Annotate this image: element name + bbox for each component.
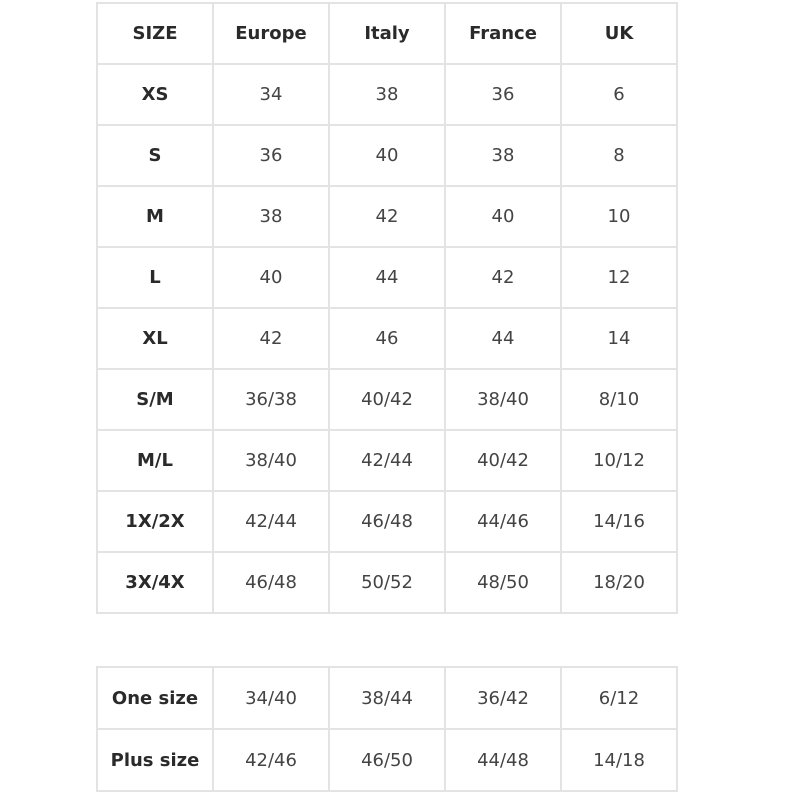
size-value-cell: 44 xyxy=(328,246,446,309)
size-value-cell: 14 xyxy=(560,307,678,370)
size-value-cell: 36 xyxy=(212,124,330,187)
size-value-cell: 38/44 xyxy=(328,666,446,730)
size-value-cell: 46/48 xyxy=(212,551,330,614)
size-value-cell: 38 xyxy=(444,124,562,187)
size-label-cell: L xyxy=(96,246,214,309)
size-value-cell: Italy xyxy=(328,2,446,65)
table-row: XL 42 46 44 14 xyxy=(96,307,678,370)
size-value-cell: 36/42 xyxy=(444,666,562,730)
size-value-cell: 18/20 xyxy=(560,551,678,614)
size-value-cell: France xyxy=(444,2,562,65)
table-row: 1X/2X 42/44 46/48 44/46 14/16 xyxy=(96,490,678,553)
size-label-cell: M/L xyxy=(96,429,214,492)
size-value-cell: UK xyxy=(560,2,678,65)
table-row: S 36 40 38 8 xyxy=(96,124,678,187)
size-label-cell: One size xyxy=(96,666,214,730)
size-value-cell: 10 xyxy=(560,185,678,248)
size-label-cell: Plus size xyxy=(96,728,214,792)
one-plus-size-table: One size 34/40 38/44 36/42 6/12 Plus size 42/4… xyxy=(96,666,678,792)
size-value-cell: 42 xyxy=(212,307,330,370)
table-row: S/M 36/38 40/42 38/40 8/10 xyxy=(96,368,678,431)
size-value-cell: 44/46 xyxy=(444,490,562,553)
size-value-cell: 38/40 xyxy=(444,368,562,431)
size-value-cell: Europe xyxy=(212,2,330,65)
size-value-cell: 6/12 xyxy=(560,666,678,730)
size-value-cell: 14/18 xyxy=(560,728,678,792)
size-value-cell: 46/48 xyxy=(328,490,446,553)
size-label-cell: 3X/4X xyxy=(96,551,214,614)
size-value-cell: 42/44 xyxy=(328,429,446,492)
size-conversion-table: SIZE Europe Italy France UK XS 34 38 36 6 S 36 40 38 8… xyxy=(96,2,678,614)
table-row: Plus size 42/46 46/50 44/48 14/18 xyxy=(96,728,678,792)
table-row: XS 34 38 36 6 xyxy=(96,63,678,126)
size-label-cell: XL xyxy=(96,307,214,370)
size-value-cell: 48/50 xyxy=(444,551,562,614)
size-value-cell: 12 xyxy=(560,246,678,309)
size-value-cell: 40 xyxy=(328,124,446,187)
size-value-cell: 34 xyxy=(212,63,330,126)
size-value-cell: 36/38 xyxy=(212,368,330,431)
size-label-cell: XS xyxy=(96,63,214,126)
size-value-cell: 6 xyxy=(560,63,678,126)
size-label-cell: 1X/2X xyxy=(96,490,214,553)
size-value-cell: 42 xyxy=(328,185,446,248)
size-value-cell: 14/16 xyxy=(560,490,678,553)
table-row: L 40 44 42 12 xyxy=(96,246,678,309)
size-value-cell: 34/40 xyxy=(212,666,330,730)
size-value-cell: 36 xyxy=(444,63,562,126)
size-value-cell: 50/52 xyxy=(328,551,446,614)
size-value-cell: 8/10 xyxy=(560,368,678,431)
table-row: One size 34/40 38/44 36/42 6/12 xyxy=(96,666,678,730)
size-value-cell: 46/50 xyxy=(328,728,446,792)
size-value-cell: 42/44 xyxy=(212,490,330,553)
size-value-cell: 42/46 xyxy=(212,728,330,792)
size-value-cell: 38 xyxy=(328,63,446,126)
size-value-cell: 42 xyxy=(444,246,562,309)
size-value-cell: 46 xyxy=(328,307,446,370)
size-value-cell: 40/42 xyxy=(328,368,446,431)
size-value-cell: 40 xyxy=(444,185,562,248)
table-row: M/L 38/40 42/44 40/42 10/12 xyxy=(96,429,678,492)
table-header-row: SIZE Europe Italy France UK xyxy=(96,2,678,65)
size-value-cell: 40/42 xyxy=(444,429,562,492)
size-label-cell: S/M xyxy=(96,368,214,431)
table-row: 3X/4X 46/48 50/52 48/50 18/20 xyxy=(96,551,678,614)
size-label-cell: M xyxy=(96,185,214,248)
size-label-cell: SIZE xyxy=(96,2,214,65)
size-value-cell: 44/48 xyxy=(444,728,562,792)
size-value-cell: 10/12 xyxy=(560,429,678,492)
table-row: M 38 42 40 10 xyxy=(96,185,678,248)
size-value-cell: 40 xyxy=(212,246,330,309)
size-value-cell: 38/40 xyxy=(212,429,330,492)
size-label-cell: S xyxy=(96,124,214,187)
size-value-cell: 8 xyxy=(560,124,678,187)
size-value-cell: 38 xyxy=(212,185,330,248)
size-value-cell: 44 xyxy=(444,307,562,370)
